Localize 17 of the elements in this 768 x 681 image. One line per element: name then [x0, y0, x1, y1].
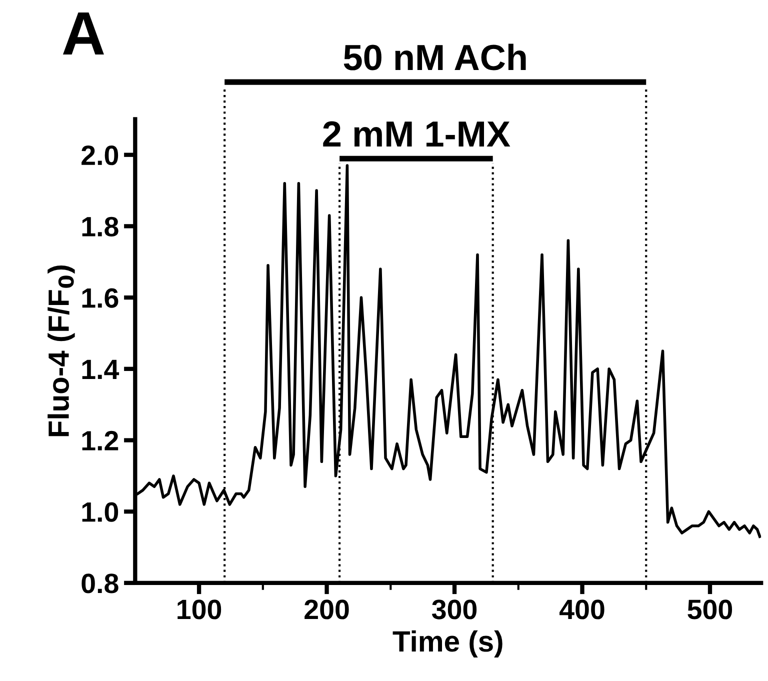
- y-tick-label: 1.8: [82, 216, 118, 237]
- x-tick-label: 100: [178, 600, 222, 620]
- x-axis-title: Time (s): [392, 630, 502, 658]
- annotation: 2 mM 1-MX: [323, 121, 510, 146]
- y-axis-title: Fluo-4 (F/F$_{0}$): [48, 266, 75, 436]
- y-tick-label: 1.2: [82, 430, 118, 450]
- y-tick-label: 1.0: [82, 502, 118, 522]
- y-tick-label: 2.0: [82, 146, 118, 166]
- x-tick-label: 500: [688, 600, 732, 620]
- x-tick-label: 400: [560, 600, 604, 620]
- chart-title: A: [62, 12, 104, 54]
- text: 50 nM ACh: [344, 44, 526, 70]
- y-tick-label: 1.6: [82, 288, 118, 308]
- y-tick-label: 0.8: [82, 574, 118, 594]
- x-tick-label: 200: [304, 600, 349, 620]
- x-tick-label: 300: [432, 600, 477, 620]
- y-tick-label: 1.4: [82, 360, 120, 379]
